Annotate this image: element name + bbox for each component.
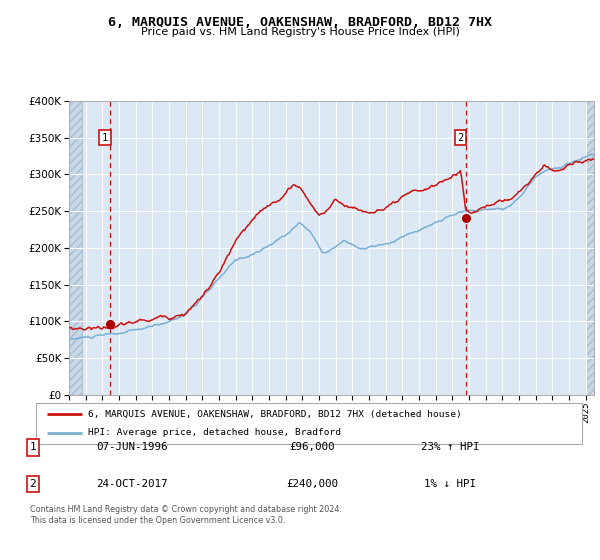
Text: HPI: Average price, detached house, Bradford: HPI: Average price, detached house, Brad… xyxy=(88,428,341,437)
Text: 23% ↑ HPI: 23% ↑ HPI xyxy=(421,442,479,452)
Text: 24-OCT-2017: 24-OCT-2017 xyxy=(96,479,168,489)
Text: 1: 1 xyxy=(29,442,37,452)
Text: Price paid vs. HM Land Registry's House Price Index (HPI): Price paid vs. HM Land Registry's House … xyxy=(140,27,460,37)
Text: 07-JUN-1996: 07-JUN-1996 xyxy=(96,442,168,452)
Text: £96,000: £96,000 xyxy=(289,442,335,452)
Text: 2: 2 xyxy=(29,479,37,489)
Text: Contains HM Land Registry data © Crown copyright and database right 2024.
This d: Contains HM Land Registry data © Crown c… xyxy=(30,505,342,525)
Text: £240,000: £240,000 xyxy=(286,479,338,489)
Text: 1% ↓ HPI: 1% ↓ HPI xyxy=(424,479,476,489)
Text: 1: 1 xyxy=(102,133,108,143)
Text: 6, MARQUIS AVENUE, OAKENSHAW, BRADFORD, BD12 7HX: 6, MARQUIS AVENUE, OAKENSHAW, BRADFORD, … xyxy=(108,16,492,29)
Text: 6, MARQUIS AVENUE, OAKENSHAW, BRADFORD, BD12 7HX (detached house): 6, MARQUIS AVENUE, OAKENSHAW, BRADFORD, … xyxy=(88,409,461,418)
Text: 2: 2 xyxy=(457,133,464,143)
